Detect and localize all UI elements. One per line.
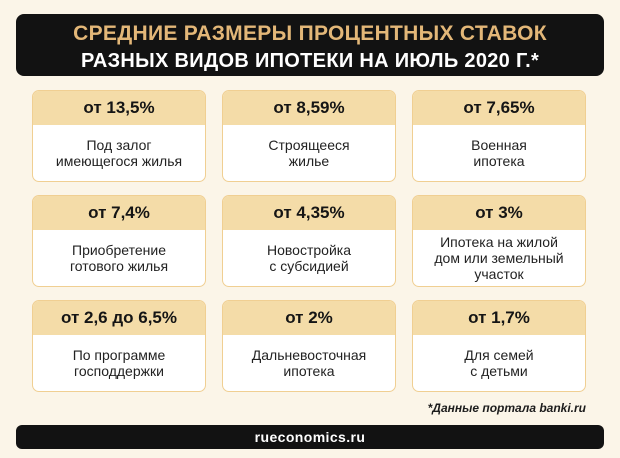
- rate-value: от 7,4%: [33, 196, 205, 230]
- rate-card-house-or-land: от 3% Ипотека на жилой дом или земельный…: [412, 195, 586, 287]
- source-footnote: *Данные портала banki.ru: [427, 401, 586, 415]
- rate-card-families-with-children: от 1,7% Для семей с детьми: [412, 300, 586, 392]
- rate-description: Для семей с детьми: [464, 347, 534, 379]
- rate-value: от 13,5%: [33, 91, 205, 125]
- title-line-1: СРЕДНИЕ РАЗМЕРЫ ПРОЦЕНТНЫХ СТАВОК: [73, 22, 547, 45]
- rate-value: от 2,6 до 6,5%: [33, 301, 205, 335]
- source-site: rueconomics.ru: [254, 429, 366, 445]
- rate-value: от 4,35%: [223, 196, 395, 230]
- rate-description: Дальневосточная ипотека: [251, 347, 367, 379]
- title-line-2: РАЗНЫХ ВИДОВ ИПОТЕКИ НА ИЮЛЬ 2020 Г.*: [80, 50, 540, 72]
- rate-value: от 1,7%: [413, 301, 585, 335]
- rate-card-state-support: от 2,6 до 6,5% По программе господдержки: [32, 300, 206, 392]
- rate-description: Под залог имеющегося жилья: [55, 137, 183, 169]
- rate-description: Приобретение готового жилья: [69, 242, 169, 274]
- rate-description: Ипотека на жилой дом или земельный участ…: [434, 234, 564, 282]
- title-banner: СРЕДНИЕ РАЗМЕРЫ ПРОЦЕНТНЫХ СТАВОК РАЗНЫХ…: [16, 14, 604, 76]
- rate-card-collateral: от 13,5% Под залог имеющегося жилья: [32, 90, 206, 182]
- rate-card-far-east: от 2% Дальневосточная ипотека: [222, 300, 396, 392]
- rate-value: от 7,65%: [413, 91, 585, 125]
- rate-description: По программе господдержки: [72, 347, 166, 379]
- rate-card-military: от 7,65% Военная ипотека: [412, 90, 586, 182]
- rate-description: Строящееся жилье: [268, 137, 350, 169]
- rate-card-new-build-subsidy: от 4,35% Новостройка с субсидией: [222, 195, 396, 287]
- rate-value: от 8,59%: [223, 91, 395, 125]
- rate-value: от 3%: [413, 196, 585, 230]
- rate-card-under-construction: от 8,59% Строящееся жилье: [222, 90, 396, 182]
- rate-card-finished-housing: от 7,4% Приобретение готового жилья: [32, 195, 206, 287]
- rate-value: от 2%: [223, 301, 395, 335]
- footer-banner: rueconomics.ru: [16, 425, 604, 449]
- rate-description: Военная ипотека: [471, 137, 527, 169]
- rate-description: Новостройка с субсидией: [267, 242, 351, 274]
